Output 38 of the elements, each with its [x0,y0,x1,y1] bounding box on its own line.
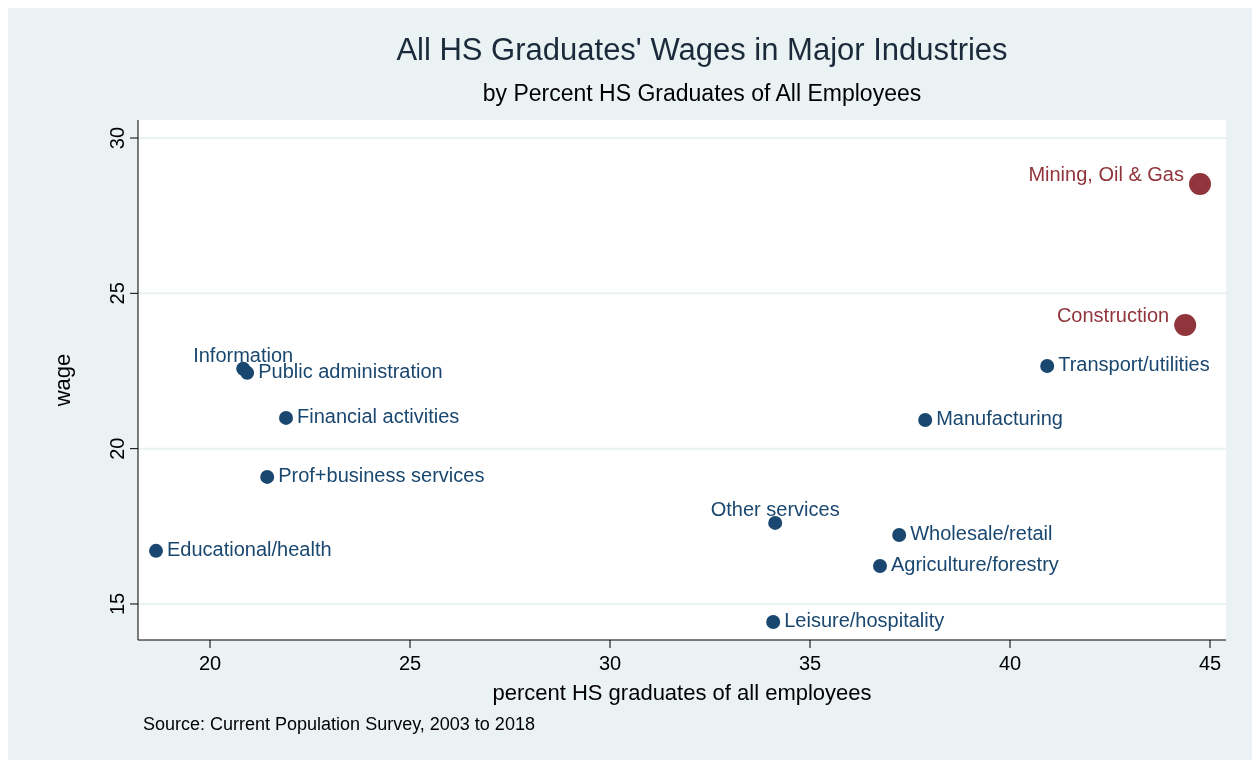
source-note: Source: Current Population Survey, 2003 to 2018 [143,714,535,734]
point [1040,359,1055,374]
chart-title: All HS Graduates' Wages in Major Industries [396,32,1008,67]
x-tick-label: 20 [198,652,222,674]
y-tick-label: 25 [106,282,128,305]
annotation: Transport/utilities [1058,353,1210,376]
y-tick-label: 30 [106,126,128,150]
point [1189,172,1211,195]
point [892,528,907,543]
annotation: Educational/health [167,538,332,561]
x-tick-label: 25 [398,652,422,674]
annotation: Mining, Oil & Gas [1028,163,1184,186]
annotation: Wholesale/retail [910,522,1053,545]
y-tick-label: 20 [106,437,128,460]
x-tick-label: 40 [998,652,1022,674]
point [1174,314,1197,337]
y-tick-label: 15 [106,592,128,616]
point [240,365,255,380]
annotation: Manufacturing [936,407,1063,430]
point [918,413,933,428]
x-axis-title: percent HS graduates of all employees [492,680,872,705]
x-tick-label: 30 [598,652,622,674]
point [279,410,293,425]
annotation: Other services [710,498,840,521]
x-tick-label: 45 [1198,652,1222,674]
point [766,614,781,629]
annotation: Financial activities [297,405,460,428]
chart-subtitle: by Percent HS Graduates of All Employees [482,80,922,106]
annotation: Construction [1056,304,1170,327]
annotation: Leisure/hospitality [784,609,945,632]
point [260,469,275,484]
point [873,559,887,574]
y-axis-title: wage [50,353,75,408]
point [768,515,783,530]
x-tick-label: 35 [798,652,822,674]
annotation: Prof+business services [278,464,485,487]
annotation: Agriculture/forestry [891,553,1059,576]
point [149,543,163,558]
